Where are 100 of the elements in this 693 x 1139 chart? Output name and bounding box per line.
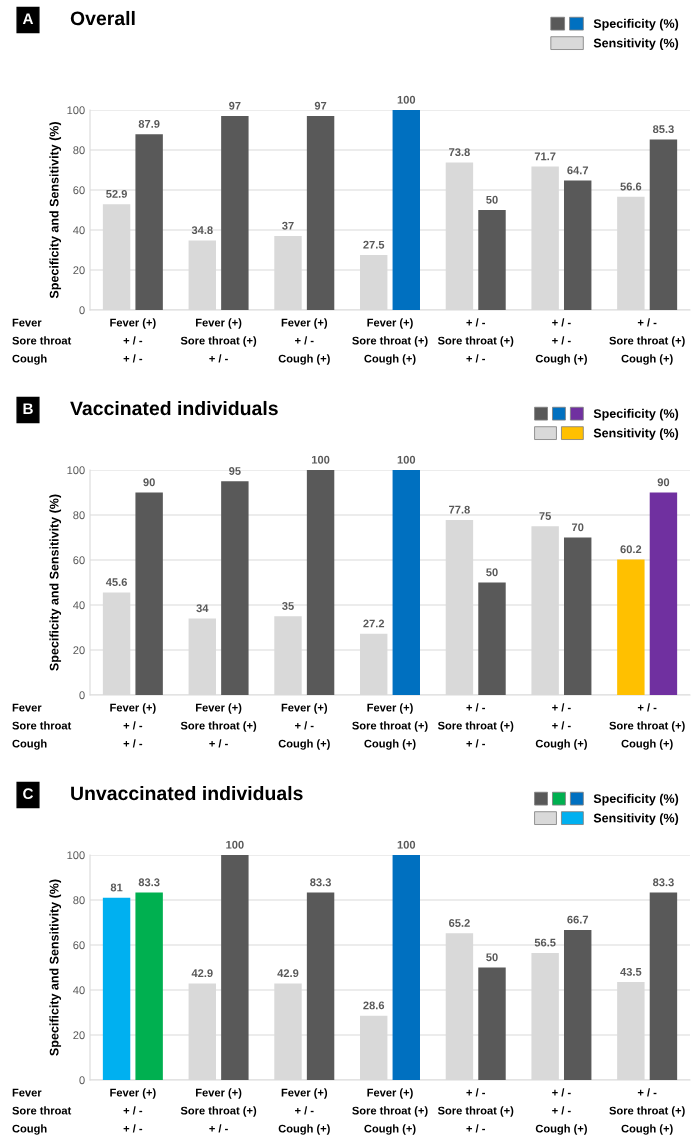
y-axis-title: Specificity and Sensitivity (%) [49,879,62,1056]
x-tick-label: Fever (+) Sore throat (+) + / - [180,318,257,363]
bar [135,134,163,310]
data-label: 43.5 [620,967,642,976]
bar [135,892,163,1080]
text: B [23,403,33,414]
bar [649,139,678,310]
bar [392,855,420,1080]
data-label: 50 [486,953,498,962]
bar [221,481,249,695]
bar [617,559,645,695]
data-label: 83.3 [138,878,160,887]
text: C [23,788,34,800]
x-tick-label: + / - + / - Cough (+) [535,1088,587,1135]
x-tick-label: Fever (+) + / - Cough (+) [278,1088,330,1135]
data-label: 56.6 [620,182,642,191]
data-label: 81 [110,883,123,892]
x-tick-label: Fever (+) Sore throat (+) Cough (+) [352,318,428,365]
bar [564,537,592,695]
data-label: 100 [226,840,244,849]
y-tick-label: 60 [73,941,85,950]
y-tick-label: 40 [73,601,85,610]
data-label: 77.8 [449,505,470,514]
bar [392,470,420,695]
x-tick-label: Fever (+) Sore throat (+) Cough (+) [352,703,428,750]
text: Fever Sore throat Cough [12,1088,72,1135]
y-tick-label: 40 [73,986,85,995]
bar [221,855,249,1080]
y-axis-title: Specificity and Sensitivity (%) [49,494,62,671]
y-tick-label: 100 [67,466,85,475]
y-tick-label: 80 [73,896,85,905]
bar [102,897,131,1080]
bar [392,110,420,310]
data-label: 97 [229,101,241,110]
y-tick-label: 80 [73,511,85,520]
y-tick-label: 100 [67,851,85,860]
legend-label: Sensitivity (%) [593,813,679,825]
data-label: 95 [229,467,241,475]
bar [478,210,506,310]
bar [649,492,678,695]
x-tick-label: Fever (+) + / - + / - [110,703,156,748]
y-tick-label: 40 [73,226,85,235]
bar [135,492,163,695]
data-label: 66.7 [567,915,589,924]
data-label: 34 [196,604,209,613]
x-tick-label: + / - + / - Cough (+) [535,703,587,750]
data-label: 90 [657,478,670,487]
bar [564,180,592,310]
data-label: 42.9 [191,969,213,978]
data-label: 37 [282,221,294,230]
data-label: 50 [486,568,498,577]
bar [649,892,678,1080]
bar [478,582,506,695]
data-label: 28.6 [363,1001,385,1010]
data-label: 100 [312,455,330,464]
x-tick-label: Fever (+) + / - + / - [110,1088,156,1133]
text: Fever Sore throat Cough [12,318,72,365]
x-tick-label: Fever (+) Sore throat (+) Cough (+) [352,1088,428,1135]
x-tick-label: Fever (+) + / - Cough (+) [278,318,330,365]
data-label: 71.7 [534,152,556,161]
x-tick-label: Fever (+) + / - + / - [110,318,156,363]
x-tick-label: Fever (+) Sore throat (+) + / - [180,1088,257,1133]
data-label: 64.7 [567,166,589,175]
y-tick-label: 20 [73,266,85,275]
data-label: 83.3 [310,878,331,887]
data-label: 52.9 [106,189,127,198]
y-axis-title: Specificity and Sensitivity (%) [49,122,62,299]
data-label: 35 [282,602,294,610]
x-tick-label: + / - Sore throat (+) + / - [437,1088,514,1133]
legend-label: Sensitivity (%) [593,38,679,50]
y-tick-label: 100 [67,106,85,115]
y-tick-label: 60 [73,556,85,565]
data-label: 56.5 [534,938,556,947]
text: Fever Sore throat Cough [12,703,72,750]
data-label: 100 [397,840,416,849]
legend-label: Sensitivity (%) [593,428,679,440]
legend-label: Specificity (%) [593,408,679,421]
y-tick-label: 0 [79,691,85,700]
bar [306,116,335,310]
data-label: 90 [143,478,155,487]
data-label: 100 [397,95,416,104]
data-label: 34.8 [191,226,213,235]
bar [306,470,335,695]
legend-label: Specificity (%) [593,18,679,31]
bar [221,116,249,310]
data-label: 100 [397,455,416,464]
text: A [22,13,34,24]
data-label: 60.2 [620,545,642,554]
y-tick-label: 20 [73,646,85,655]
x-tick-label: + / - Sore throat (+) Cough (+) [609,1088,685,1135]
legend-label: Specificity (%) [593,793,679,806]
data-label: 27.2 [363,619,385,628]
data-label: 83.3 [652,878,674,887]
x-tick-label: + / - Sore throat (+) + / - [437,703,514,748]
data-label: 42.9 [277,969,299,978]
data-label: 73.8 [449,148,470,157]
data-label: 85.3 [652,125,674,134]
bar [306,892,335,1080]
x-tick-label: + / - Sore throat (+) Cough (+) [609,703,685,750]
chart-title: Overall [70,10,135,26]
